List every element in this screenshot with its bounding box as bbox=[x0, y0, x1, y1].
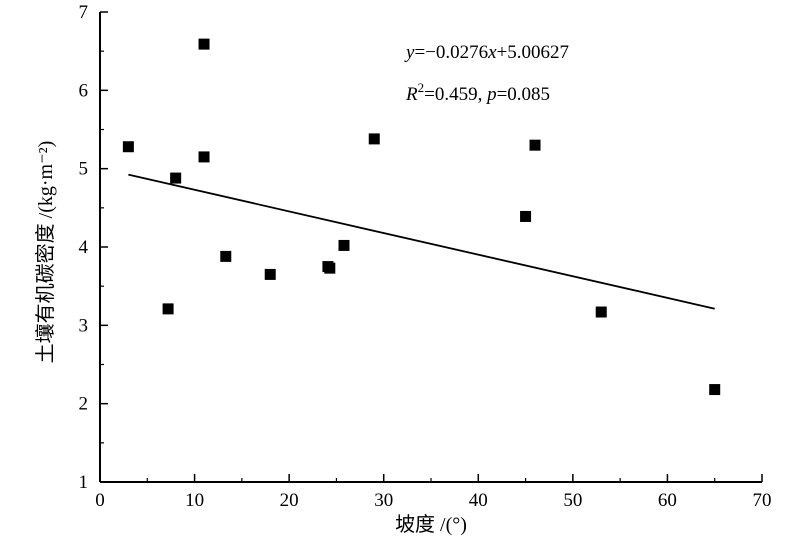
x-tick-label: 50 bbox=[563, 490, 582, 511]
data-point bbox=[368, 133, 380, 145]
x-tick-label: 60 bbox=[658, 490, 677, 511]
y-axis-label: 土壤有机碳密度 /(kg·m⁻²) bbox=[34, 141, 57, 364]
axes bbox=[99, 12, 762, 483]
fit-line-group bbox=[128, 173, 715, 310]
x-tick-label: 10 bbox=[185, 490, 204, 511]
y-tick-label: 2 bbox=[79, 394, 89, 415]
data-point bbox=[529, 139, 541, 151]
y-tick-label: 4 bbox=[79, 237, 89, 258]
regression-line bbox=[128, 173, 715, 310]
data-points bbox=[122, 38, 721, 396]
x-tick-label: 70 bbox=[753, 490, 772, 511]
x-axis-label: 坡度 /(°) bbox=[395, 513, 467, 536]
data-point bbox=[220, 250, 232, 262]
data-point bbox=[520, 210, 532, 222]
data-point bbox=[264, 268, 276, 280]
regression-equation: y=−0.0276x+5.00627 bbox=[404, 42, 569, 63]
regression-stats: R2=0.459, p=0.085 bbox=[405, 80, 550, 105]
y-tick-label: 6 bbox=[79, 80, 89, 101]
data-point bbox=[338, 239, 350, 251]
data-point bbox=[162, 303, 174, 315]
x-tick-label: 30 bbox=[374, 490, 393, 511]
y-tick-label: 3 bbox=[79, 315, 89, 336]
x-tick-label: 0 bbox=[95, 490, 105, 511]
data-point bbox=[709, 384, 721, 396]
ticks: 0 10 20 30 40 50 60 70 1 2 3 4 5 6 7 bbox=[79, 2, 772, 511]
data-point bbox=[595, 306, 607, 318]
data-point bbox=[122, 141, 134, 153]
data-point bbox=[324, 262, 336, 274]
x-tick-label: 20 bbox=[280, 490, 299, 511]
y-tick-label: 7 bbox=[79, 2, 89, 23]
data-point bbox=[170, 172, 182, 184]
data-point bbox=[198, 151, 210, 163]
y-tick-label: 5 bbox=[79, 159, 89, 180]
data-point bbox=[198, 38, 210, 50]
y-tick-label: 1 bbox=[79, 472, 89, 493]
x-tick-label: 40 bbox=[469, 490, 488, 511]
